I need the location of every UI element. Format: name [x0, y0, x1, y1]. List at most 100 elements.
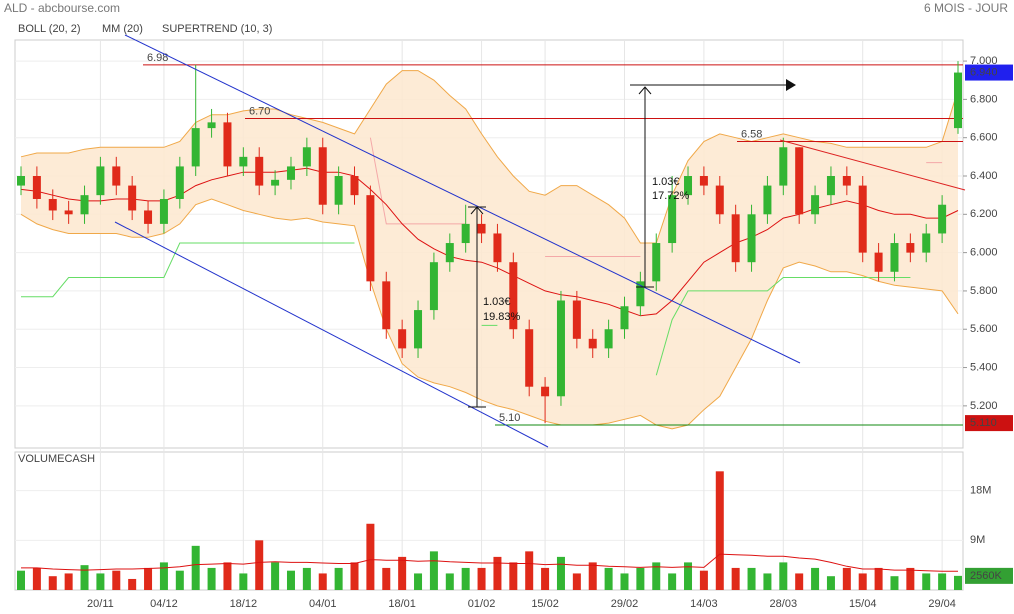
volume-bar	[747, 567, 756, 590]
arrow-head	[470, 206, 484, 215]
volume-bar	[604, 567, 613, 590]
candle-body	[302, 147, 311, 167]
annotation: 19.83%	[483, 311, 521, 323]
boll-lower	[20, 198, 959, 430]
volume-marker-label: 2560K	[970, 570, 1002, 582]
volume-bar	[350, 562, 359, 590]
candle-body	[731, 214, 740, 263]
level-label: 6.58	[741, 128, 762, 140]
volume-bar	[286, 570, 295, 590]
volume-bar	[572, 573, 581, 590]
x-tick-label: 14/03	[690, 598, 718, 610]
y-tick-label: 6.600	[970, 132, 998, 144]
legend-volume: VOLUMECASH	[18, 453, 95, 465]
candle-body	[668, 195, 677, 244]
annotation: 17.72%	[652, 190, 690, 202]
drawings: 1.03€ 19.83% 1.03€ 17.72%	[114, 34, 966, 448]
y-tick-label: 6.800	[970, 93, 998, 105]
candle-body	[509, 262, 518, 330]
candle-body	[890, 243, 899, 272]
candle-body	[382, 281, 391, 330]
y-tick-label: 5.400	[970, 361, 998, 373]
annotation: 1.03€	[652, 176, 680, 188]
volume-bar	[858, 573, 867, 590]
candle-body	[96, 166, 105, 196]
candle-body	[48, 198, 57, 211]
candle-body	[461, 223, 470, 244]
candle-body	[64, 210, 73, 215]
volume-bar	[763, 573, 772, 590]
y-tick-label: 7.000	[970, 55, 998, 67]
volume-bar	[684, 562, 693, 590]
candle-body	[191, 128, 200, 167]
candle-body	[255, 156, 264, 186]
candle-body	[842, 176, 851, 186]
candle-body	[795, 147, 804, 215]
x-tick-label: 29/02	[611, 598, 639, 610]
volume-bar	[17, 570, 25, 590]
supertrend-up	[21, 242, 911, 376]
price-marker	[965, 415, 1013, 432]
candle-body	[922, 233, 931, 253]
period: 6 MOIS - JOUR	[924, 1, 1008, 15]
volume-bar	[382, 567, 391, 590]
candle-body	[636, 281, 645, 307]
volume-bar	[144, 567, 153, 590]
volume-bar	[96, 573, 105, 590]
x-tick-label: 29/04	[928, 598, 956, 610]
volume-bar	[588, 562, 597, 590]
price-marker	[965, 64, 1013, 81]
y-tick-label: 6.400	[970, 170, 998, 182]
x-tick-label: 20/11	[87, 598, 114, 610]
legend-supertrend: SUPERTREND (10, 3)	[162, 23, 272, 35]
volume-bar	[445, 573, 454, 590]
candle-body	[112, 166, 121, 186]
volume-bar	[128, 578, 137, 590]
candle-body	[477, 223, 486, 234]
candle-body	[223, 122, 232, 167]
volume-bar	[890, 576, 899, 590]
candle-body	[286, 166, 295, 180]
volume-bar	[541, 567, 550, 590]
volume-bar	[302, 567, 311, 590]
y-tick-label: 5.600	[970, 323, 998, 335]
candle-body	[747, 214, 756, 263]
y-tick-label: 9M	[970, 534, 985, 546]
volume-bar	[271, 562, 280, 590]
x-tick-label: 15/02	[531, 598, 559, 610]
chart-title: ALD - abcbourse.com	[4, 1, 120, 15]
candle-body	[906, 243, 915, 253]
volume-bar	[699, 570, 708, 590]
y-tick-label: 5.800	[970, 285, 998, 297]
x-tick-label: 18/01	[388, 598, 416, 610]
volume-bar	[223, 562, 232, 590]
boll-upper	[20, 70, 959, 244]
candle-body	[652, 243, 661, 282]
volume-bar	[636, 567, 645, 590]
volume-bar	[922, 573, 931, 590]
supertrend-down	[369, 137, 943, 257]
candle-body	[525, 329, 534, 387]
volume-bar	[207, 567, 216, 590]
volume-bar	[556, 556, 565, 590]
candle-body	[858, 185, 867, 253]
level-label: 6.70	[249, 105, 270, 117]
candle-body	[938, 204, 947, 234]
y-tick-label: 6.000	[970, 247, 998, 259]
volume-bar	[112, 570, 121, 590]
x-tick-label: 04/12	[150, 598, 178, 610]
candle-body	[556, 300, 565, 397]
volume-bar	[175, 570, 184, 590]
volume-bar	[255, 540, 264, 590]
volume-bar	[239, 573, 248, 590]
volume-panel	[14, 451, 964, 591]
volume-bar	[64, 573, 73, 590]
volume-bar	[159, 562, 168, 590]
y-tick-label: 6.200	[970, 208, 998, 220]
volume-bar	[874, 567, 883, 590]
candle-body	[334, 176, 343, 205]
candle-body	[429, 262, 438, 311]
candle-body	[128, 185, 137, 211]
annotation: 1.03€	[483, 296, 511, 308]
